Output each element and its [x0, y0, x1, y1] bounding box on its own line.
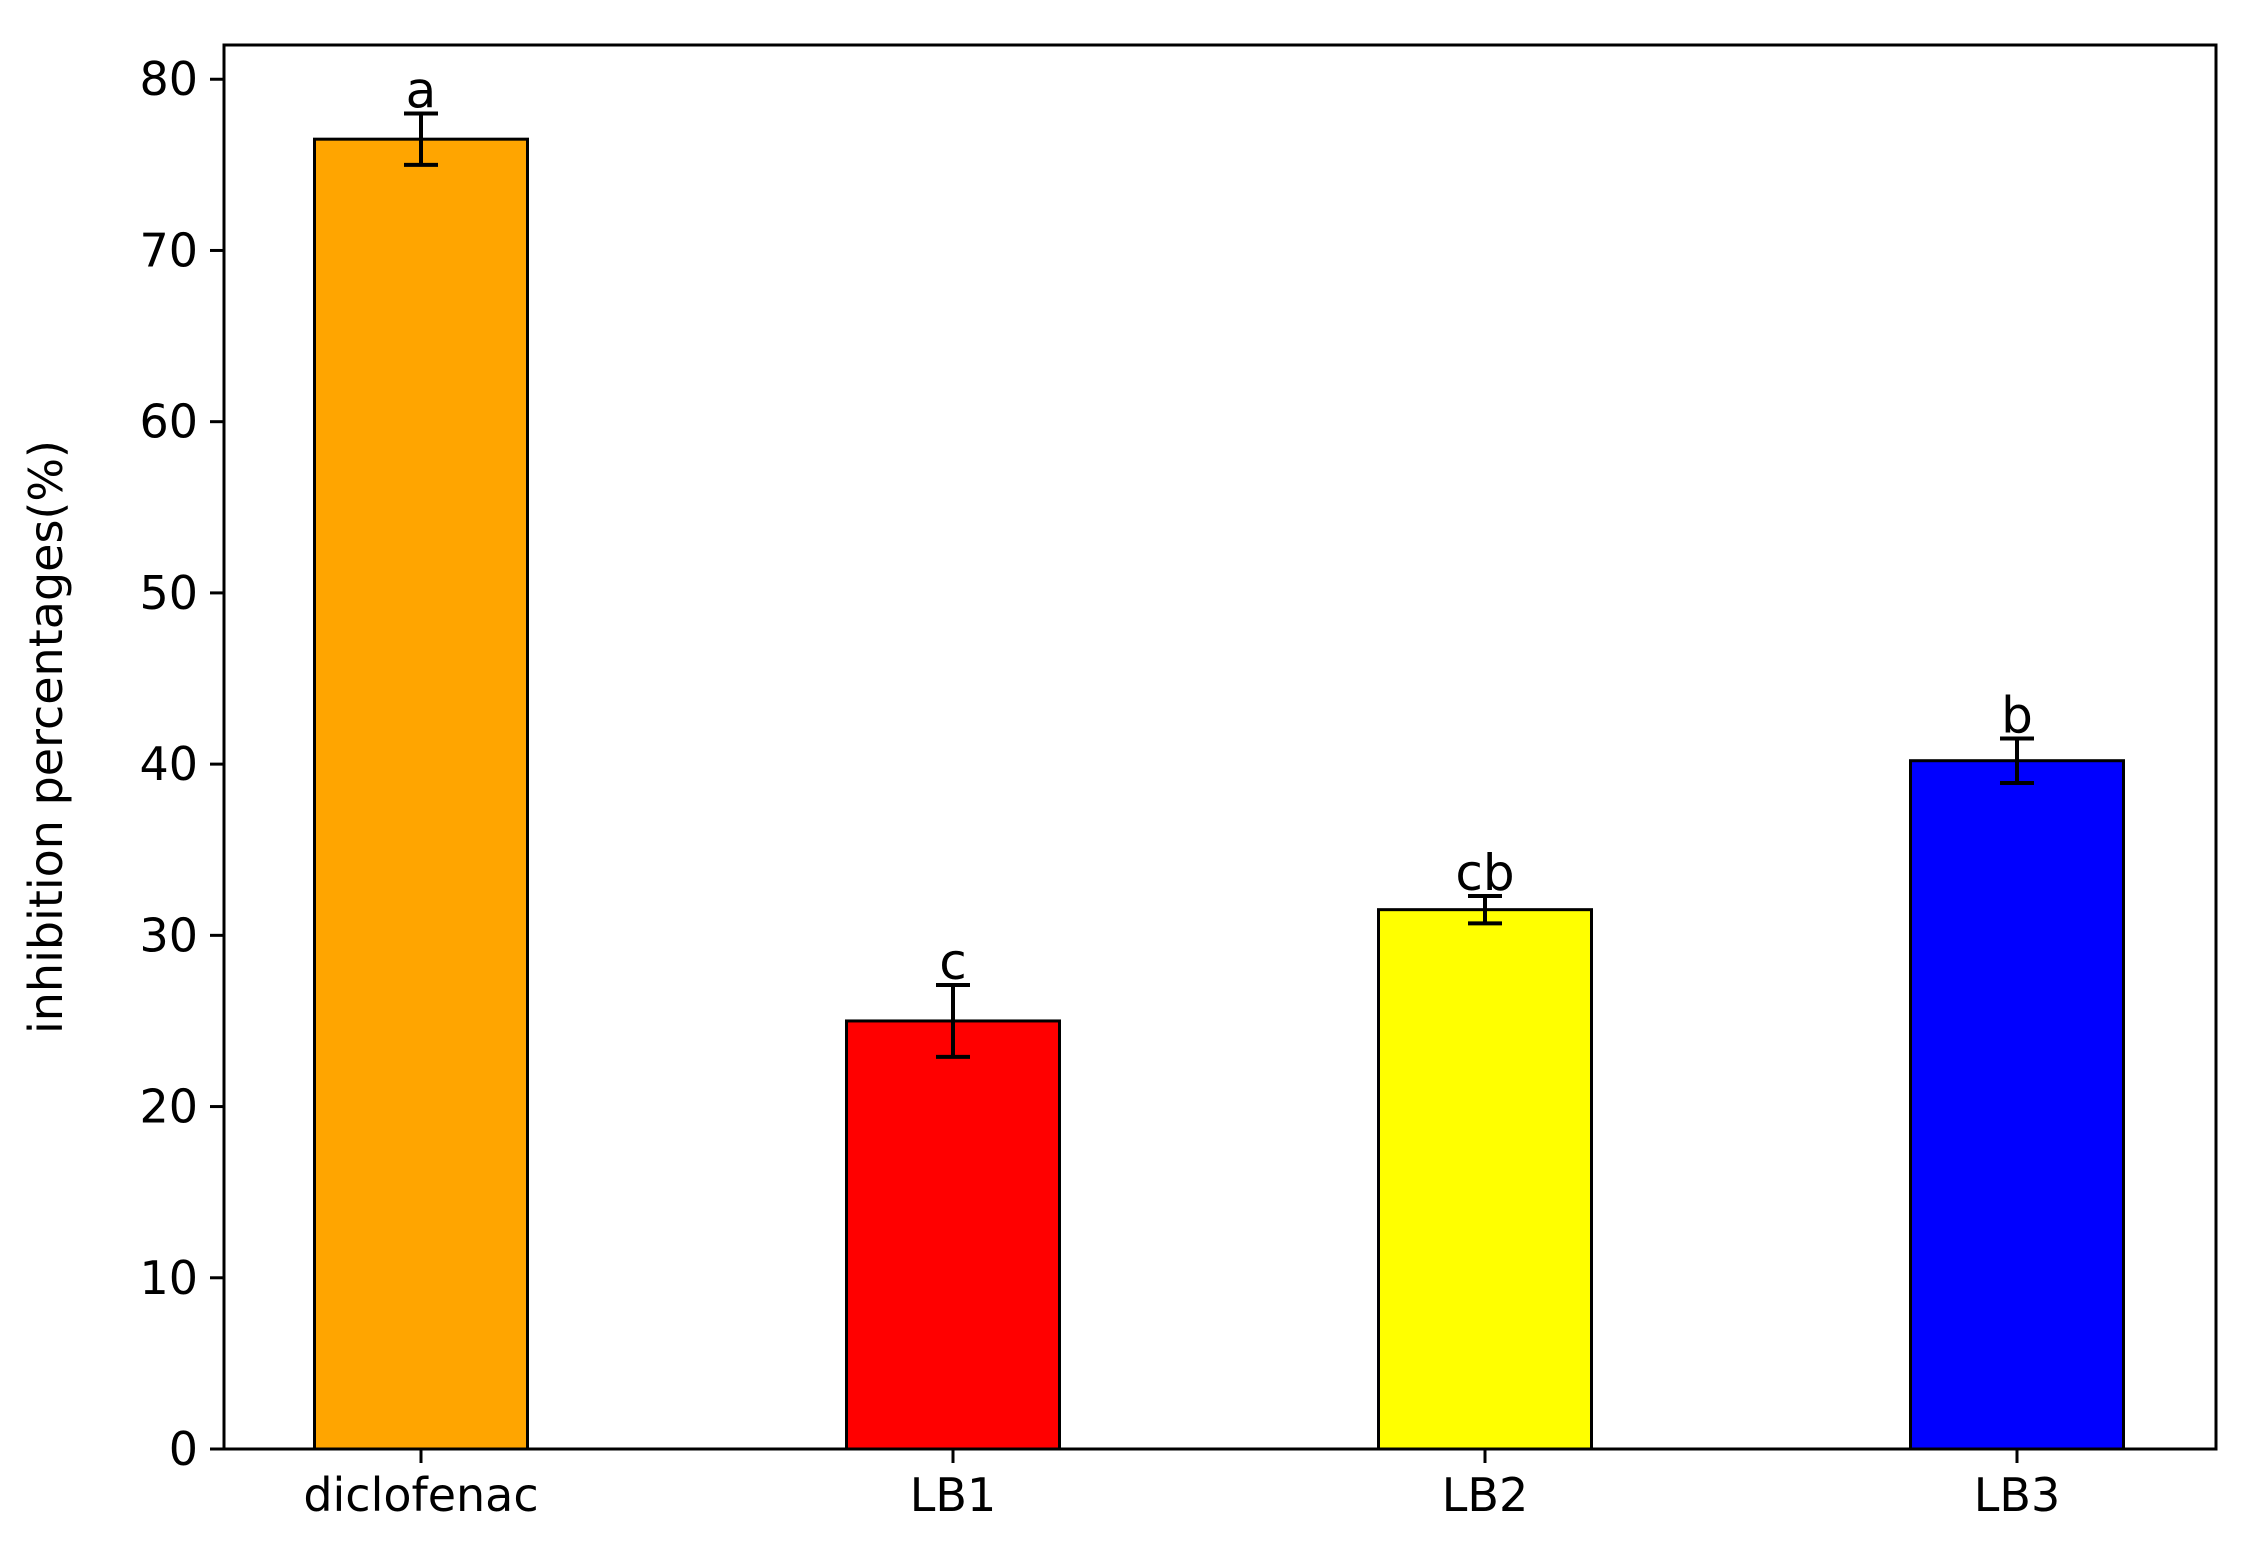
y-tick-label: 30: [139, 908, 198, 962]
x-tick-label: LB1: [910, 1468, 996, 1522]
x-tick-label: LB2: [1442, 1468, 1528, 1522]
significance-label: a: [406, 61, 437, 119]
bar-lb2: [1377, 908, 1593, 1451]
significance-label: cb: [1455, 844, 1514, 902]
y-tick-label: 20: [139, 1080, 198, 1134]
y-tick-label: 60: [139, 395, 198, 449]
y-axis-label: inhibition percentages(%): [19, 440, 73, 1034]
y-tick-label: 0: [169, 1422, 198, 1476]
bar-diclofenac: [313, 137, 529, 1451]
x-axis: diclofenac LB1 LB2 LB3: [303, 1449, 2060, 1522]
x-tick-label: LB3: [1974, 1468, 2060, 1522]
y-tick-label: 70: [139, 223, 198, 277]
error-bars-layer: [404, 111, 2034, 1059]
annotations-layer: a c cb b: [406, 61, 2033, 991]
x-tick-label: diclofenac: [303, 1468, 538, 1522]
plot-frame: [222, 43, 2218, 1451]
significance-label: c: [939, 933, 967, 991]
y-tick-label: 50: [139, 566, 198, 620]
y-axis: 0 10 20 30 40 50 60 70 80: [139, 52, 224, 1476]
bars-layer: [313, 137, 2125, 1451]
y-tick-label: 10: [139, 1251, 198, 1305]
y-tick-label: 40: [139, 737, 198, 791]
bar-lb1: [845, 1019, 1061, 1451]
y-tick-label: 80: [139, 52, 198, 106]
significance-label: b: [2001, 686, 2033, 744]
bar-lb3: [1909, 759, 2125, 1451]
